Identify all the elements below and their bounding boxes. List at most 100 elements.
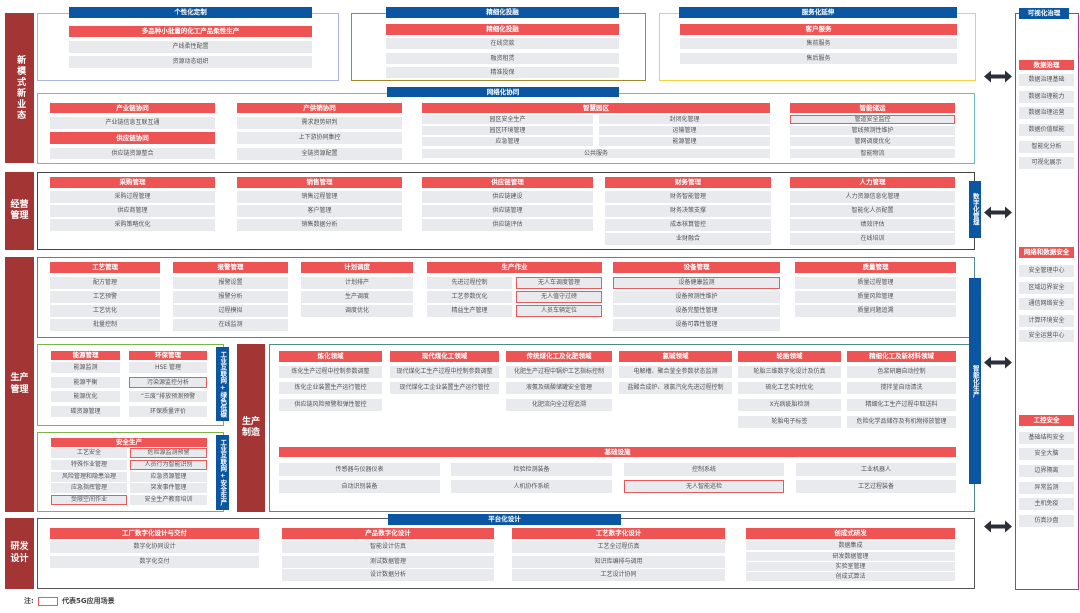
list-item-5g: 人员行为智能识别 bbox=[130, 460, 207, 470]
card-header: 数据治理 bbox=[1019, 60, 1074, 70]
card-header: 计划调度 bbox=[301, 262, 413, 273]
list-item: 应急资源管理 bbox=[130, 472, 207, 482]
list-item: 安全生产教育培训 bbox=[130, 495, 207, 505]
list-item: 工艺过程装备 bbox=[796, 480, 956, 493]
list-item: 实验室管理 bbox=[746, 562, 955, 571]
list-item: 基础结构安全 bbox=[1019, 432, 1074, 444]
list-item: 供应链评估 bbox=[422, 219, 593, 231]
list-item: 环保质量评价 bbox=[129, 406, 207, 417]
list-item: 能源平衡 bbox=[51, 377, 120, 388]
category-header: 个性化定制 bbox=[69, 7, 312, 18]
list-item: 需求趋势研判 bbox=[237, 117, 402, 129]
list-item: 测试数据管理 bbox=[282, 556, 494, 568]
list-item: 成本核算管控 bbox=[605, 219, 771, 231]
bidirectional-arrow-icon bbox=[984, 356, 1012, 369]
category-header: 平台化设计 bbox=[388, 514, 621, 525]
list-item: 售前服务 bbox=[680, 38, 957, 49]
list-item-5g: 无人智能巡检 bbox=[624, 480, 784, 493]
list-item: 公共服务 bbox=[422, 149, 770, 158]
list-item: 封闭化管理 bbox=[599, 115, 770, 124]
list-item: 通信网络安全 bbox=[1019, 298, 1074, 310]
card-header: 炼化领域 bbox=[279, 351, 382, 362]
list-item: 计划排产 bbox=[301, 277, 413, 289]
list-item: 销售过程管理 bbox=[237, 191, 402, 203]
category-header: 服务化延伸 bbox=[679, 7, 957, 18]
card-header: 销售管理 bbox=[237, 177, 402, 188]
list-item: 现代煤化工生产过程中控制参数调整 bbox=[390, 366, 499, 378]
list-item: 在线培训 bbox=[790, 233, 955, 245]
card-header: 环保管理 bbox=[129, 351, 207, 360]
list-item: 炼化企业装置生产运行管控 bbox=[279, 382, 382, 394]
list-item: 全链资源配置 bbox=[237, 148, 402, 160]
bidirectional-arrow-icon bbox=[984, 206, 1012, 219]
card-header: 氯碱领域 bbox=[619, 351, 732, 362]
category-header: 网络化协同 bbox=[387, 87, 619, 97]
card-header: 多品种小批量的化工产品柔性生产 bbox=[69, 26, 312, 37]
list-item: 碳资源管理 bbox=[51, 406, 120, 417]
list-item: 供应链管理 bbox=[422, 205, 593, 217]
list-item: 质量风险管理 bbox=[795, 291, 956, 303]
list-item-5g: 无人车调度管理 bbox=[516, 277, 602, 289]
section-label: 生产制造 bbox=[237, 344, 265, 512]
list-item: 搅拌釜自动清洗 bbox=[847, 382, 956, 394]
card-header: 产品数字化设计 bbox=[282, 528, 494, 539]
list-item: 安全大脑 bbox=[1019, 448, 1074, 460]
list-item: 传感器与仪器仪表 bbox=[279, 463, 440, 476]
list-item: 电解槽、聚合釜全参数状态监测 bbox=[619, 366, 732, 378]
list-item: “三废”排放预测预警 bbox=[129, 391, 207, 402]
list-item: 工业机器人 bbox=[796, 463, 956, 476]
list-item: 财务智能管理 bbox=[605, 191, 771, 203]
list-item: 数据集成 bbox=[746, 541, 955, 550]
list-item: 仿真沙盘 bbox=[1019, 515, 1074, 527]
card-header: 人力管理 bbox=[790, 177, 955, 188]
list-item: 自动识别装备 bbox=[279, 480, 440, 493]
bidirectional-arrow-icon bbox=[984, 520, 1012, 533]
card-header: 网络和数据安全 bbox=[1019, 247, 1074, 258]
list-item: 采购策略优化 bbox=[50, 219, 215, 231]
list-item: 供应链建设 bbox=[422, 191, 593, 203]
list-item: 智能化分析 bbox=[1019, 141, 1074, 153]
list-item: 化肥流向全过程追溯 bbox=[506, 399, 612, 411]
card-header: 财务管理 bbox=[605, 177, 771, 188]
card-header: 精细化工及新材料领域 bbox=[847, 351, 956, 362]
list-item: 数据价值赋能 bbox=[1019, 124, 1074, 136]
list-item: 精益生产管理 bbox=[427, 305, 512, 317]
list-item: 报警设置 bbox=[173, 277, 288, 289]
list-item: 数字化协同设计 bbox=[50, 541, 259, 553]
list-item: 创成式算法 bbox=[746, 572, 955, 581]
card-header: 基础设施 bbox=[279, 447, 956, 457]
card-header: 设备管理 bbox=[613, 262, 780, 273]
list-item: 管线预测性维护 bbox=[790, 126, 955, 135]
list-item: 精准投保 bbox=[386, 67, 619, 78]
list-item: 设备可靠性管理 bbox=[613, 319, 780, 331]
list-item: 数据治理基础 bbox=[1019, 74, 1074, 86]
list-item: 智能物流 bbox=[790, 149, 955, 158]
card-header: 质量管理 bbox=[795, 262, 956, 273]
list-item: 销售数据分析 bbox=[237, 219, 402, 231]
list-item: 采购过程管理 bbox=[50, 191, 215, 203]
list-item: 盐酸合成炉、液氯汽化先进过程控制 bbox=[619, 382, 732, 394]
list-item: 工艺优化 bbox=[50, 305, 160, 317]
list-item: 硫化工艺实时优化 bbox=[738, 382, 841, 394]
card-header: 现代煤化工领域 bbox=[390, 351, 499, 362]
list-item: 数据治理运营 bbox=[1019, 107, 1074, 119]
list-item: 产业链信息互联互通 bbox=[50, 117, 215, 129]
card-header: 客户服务 bbox=[680, 24, 957, 35]
list-item-5g: 无人值守过磅 bbox=[516, 291, 602, 303]
list-item: 在线监测 bbox=[173, 319, 288, 331]
list-item: 液氨及硫酸储罐安全管理 bbox=[506, 382, 612, 394]
list-item: 管网调度优化 bbox=[790, 137, 955, 146]
card-header: 精细化投融 bbox=[386, 24, 619, 35]
list-item: 应急指挥管理 bbox=[51, 483, 127, 493]
section-label: 经营管理 bbox=[5, 172, 34, 250]
category-header: 可视化治理 bbox=[1019, 8, 1069, 19]
list-item: 能源优化 bbox=[51, 391, 120, 402]
list-item: 运输管理 bbox=[599, 126, 770, 135]
list-item: 智能化人员配置 bbox=[790, 205, 955, 217]
legend-text: 代表5G应用场景 bbox=[62, 597, 115, 605]
card-header: 工控安全 bbox=[1019, 415, 1074, 426]
list-item: 上下游协同集控 bbox=[237, 132, 402, 144]
list-item: 安全运营中心 bbox=[1019, 330, 1074, 342]
list-item: 化肥生产过程中锅炉工艺指标控制 bbox=[506, 366, 612, 378]
list-item: 批量控制 bbox=[50, 319, 160, 331]
